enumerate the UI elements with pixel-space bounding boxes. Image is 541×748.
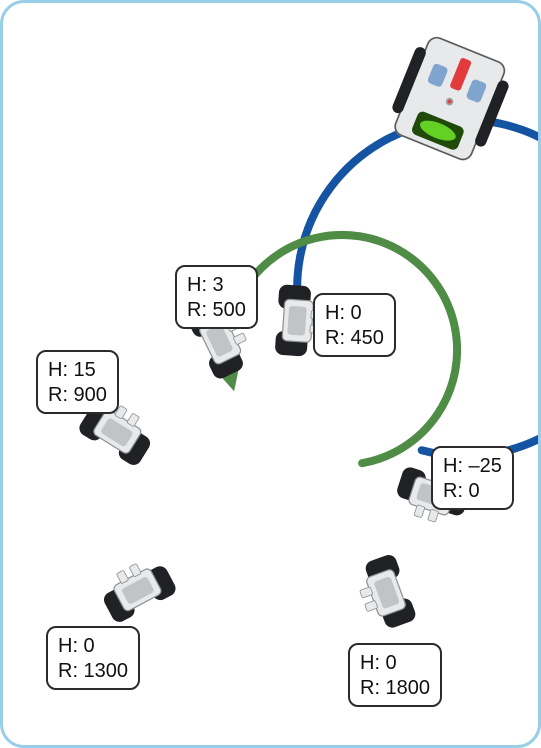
reading-h: H: 0	[360, 651, 430, 676]
reading-r: R: 500	[187, 298, 246, 323]
edge-robot-3	[89, 544, 184, 631]
robot-rear-icon	[89, 544, 184, 631]
diagram-canvas: H: 0R: 450H: 3R: 500H: 15R: 900H: 0R: 13…	[0, 0, 541, 748]
reading-r: R: 450	[325, 326, 384, 351]
reading-r: R: 1300	[58, 659, 128, 684]
reading-r: R: 0	[443, 479, 502, 504]
reading-h: H: 0	[325, 301, 384, 326]
reading-h: H: 0	[58, 634, 128, 659]
reading-label-0: H: 0R: 450	[313, 293, 396, 357]
reading-h: H: –25	[443, 454, 502, 479]
reading-h: H: 3	[187, 273, 246, 298]
target-robot	[375, 22, 522, 184]
reading-r: R: 1800	[360, 676, 430, 701]
brick-icon	[375, 22, 522, 184]
reading-h: H: 15	[48, 358, 107, 383]
reading-label-2: H: 15R: 900	[36, 350, 119, 414]
reading-r: R: 900	[48, 383, 107, 408]
reading-label-4: H: 0R: 1800	[348, 643, 442, 707]
reading-label-5: H: –25R: 0	[431, 446, 514, 510]
robot-rear-icon	[343, 548, 423, 640]
reading-label-3: H: 0R: 1300	[46, 626, 140, 690]
edge-robot-4	[343, 548, 423, 640]
reading-label-1: H: 3R: 500	[175, 265, 258, 329]
